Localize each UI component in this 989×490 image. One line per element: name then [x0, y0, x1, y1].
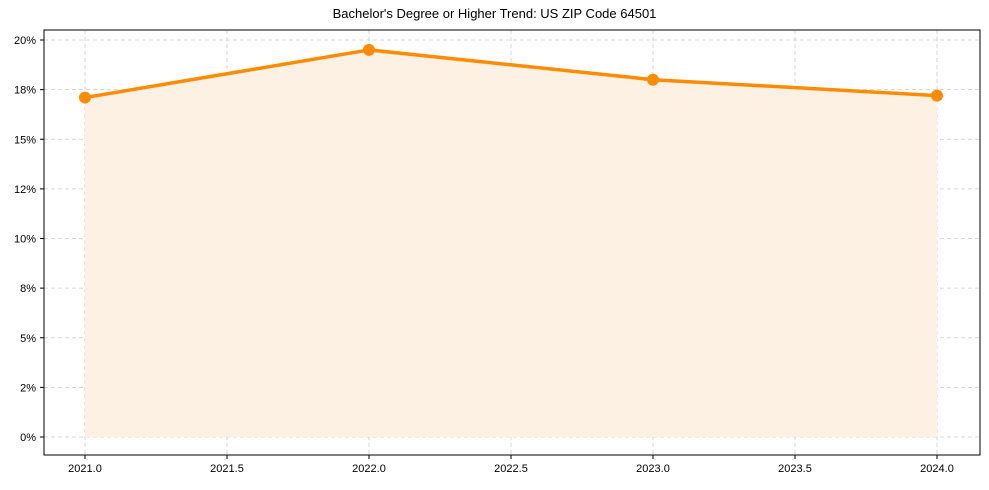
x-tick-label: 2022.5 [494, 463, 528, 475]
data-point-marker [647, 73, 659, 86]
y-tick-label: 0% [20, 432, 36, 444]
x-axis-ticks: 2021.0 2021.5 2022.0 2022.5 2023.0 2023.5 2024… [68, 455, 954, 475]
data-point-marker [931, 89, 943, 102]
x-tick-label: 2021.5 [210, 463, 244, 475]
area-fill [85, 49, 937, 438]
plot-area-frame [43, 29, 981, 456]
x-tick-label: 2023.0 [636, 463, 670, 475]
y-tick-label: 10% [14, 234, 36, 246]
area-under-line [85, 49, 937, 438]
y-tick-label: 5% [20, 333, 36, 345]
y-tick-label: 20% [14, 35, 36, 47]
y-tick-label: 2% [20, 382, 36, 394]
x-tick-label: 2021.0 [68, 463, 102, 475]
chart-title: Bachelor's Degree or Higher Trend: US ZI… [332, 6, 657, 21]
data-series [79, 43, 943, 104]
axes-frame [43, 29, 981, 456]
data-point-marker [79, 91, 91, 104]
x-tick-label: 2023.5 [778, 463, 812, 475]
data-point-marker [363, 43, 375, 56]
y-tick-label: 12% [14, 184, 36, 196]
trend-line [83, 48, 939, 100]
x-tick-label: 2022.0 [352, 463, 386, 475]
y-tick-label: 8% [20, 283, 36, 295]
y-tick-label: 15% [14, 134, 36, 146]
y-axis-ticks: 0% 2% 5% 8% 10% 12% 15% 18% 20% [14, 35, 44, 444]
x-tick-label: 2024.0 [920, 463, 954, 475]
y-tick-label: 18% [14, 85, 36, 97]
